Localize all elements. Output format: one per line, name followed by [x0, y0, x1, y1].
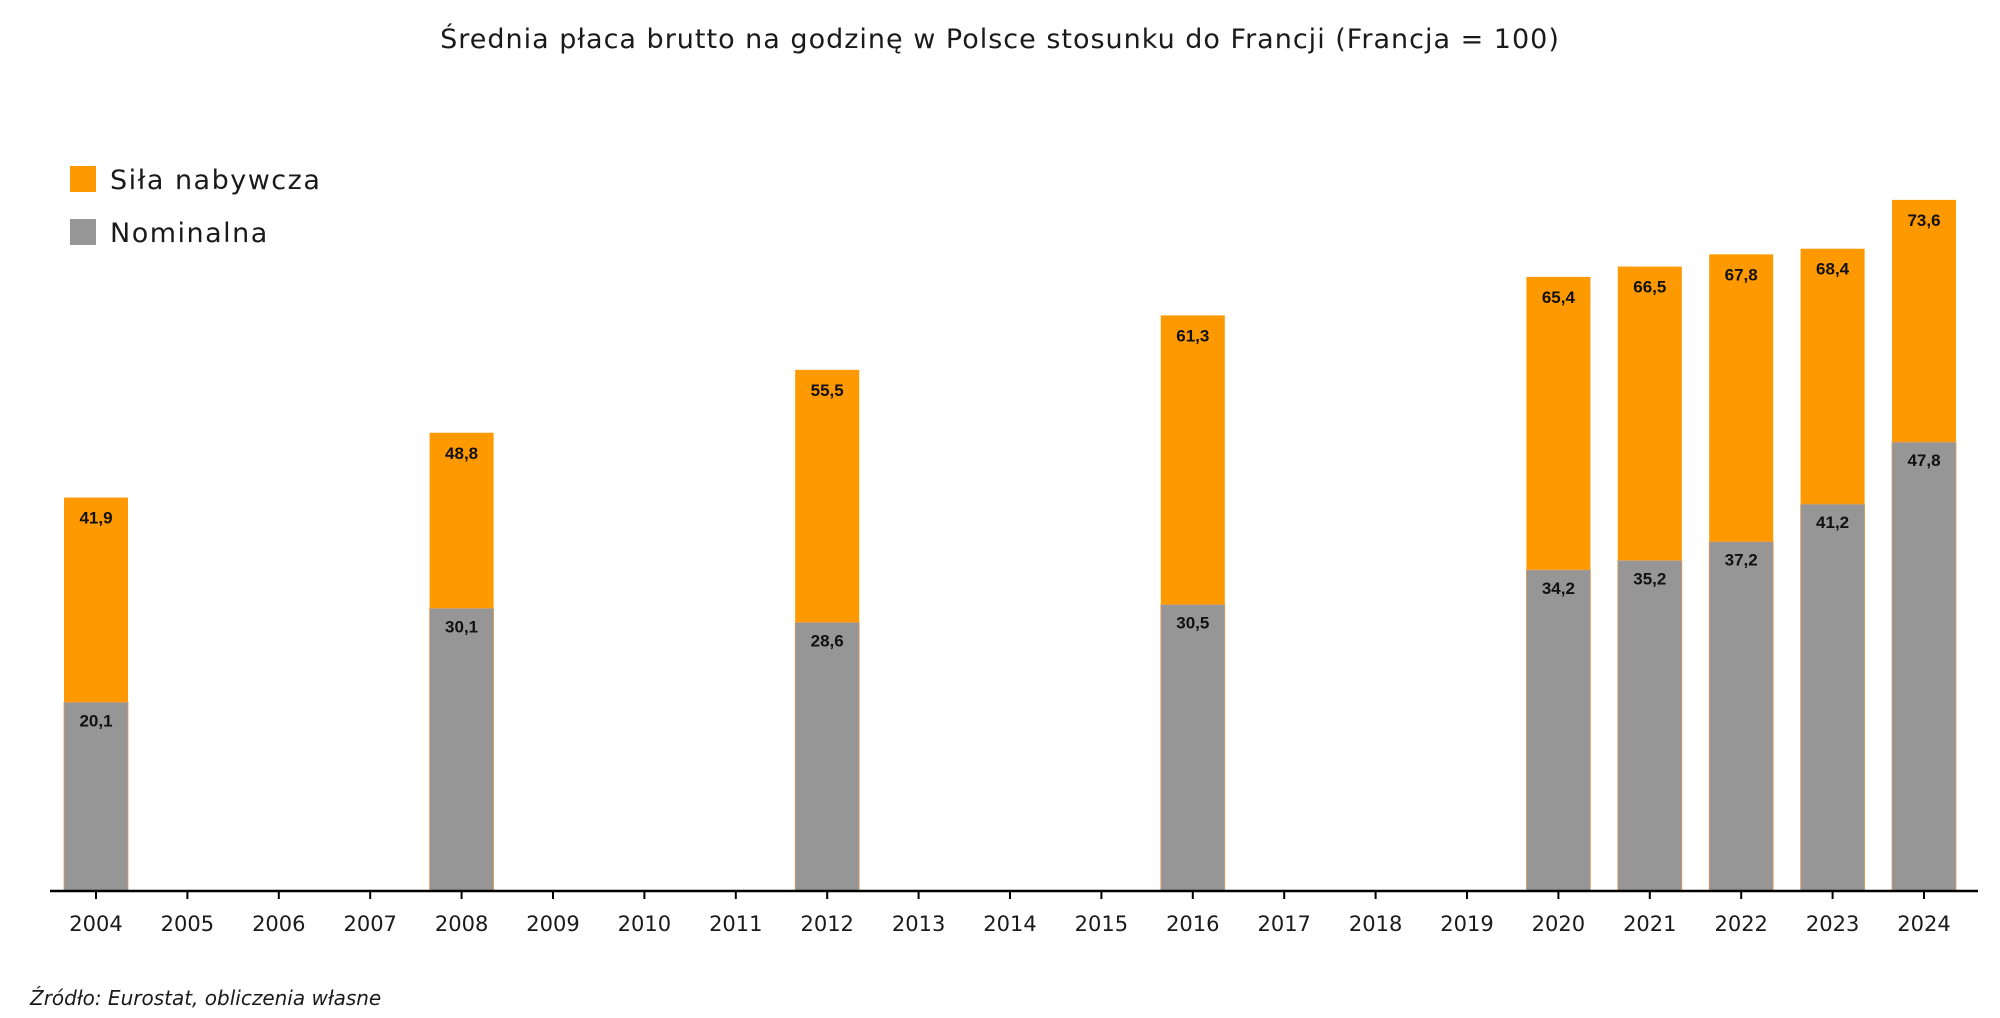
x-tick-label-2008: 2008: [435, 912, 488, 936]
x-tick-label-2011: 2011: [709, 912, 762, 936]
data-label-sila-nabywcza-2023: 68,4: [1816, 260, 1850, 279]
x-tick-label-2013: 2013: [892, 912, 945, 936]
data-label-nominalna-2004: 20,1: [79, 711, 112, 730]
data-label-sila-nabywcza-2004: 41,9: [79, 509, 112, 528]
x-tick-label-2023: 2023: [1806, 912, 1859, 936]
data-label-nominalna-2008: 30,1: [445, 617, 478, 636]
x-tick-label-2010: 2010: [618, 912, 671, 936]
bar-sila-nabywcza-2016: [1160, 315, 1225, 605]
bar-sila-nabywcza-2020: [1526, 276, 1591, 570]
legend-label-siła-nabywcza: Siła nabywcza: [110, 165, 321, 196]
bar-sila-nabywcza-2023: [1800, 248, 1865, 505]
x-tick-label-2012: 2012: [800, 912, 853, 936]
chart-title: Średnia płaca brutto na godzinę w Polsce…: [440, 23, 1560, 55]
data-label-sila-nabywcza-2021: 66,5: [1633, 278, 1666, 297]
legend-label-nominalna: Nominalna: [110, 218, 269, 249]
data-label-nominalna-2016: 30,5: [1176, 614, 1209, 633]
x-axis-tick-labels: 2004 2005 2006 2007 2008 2009 2010 2011 2012 2013…: [69, 912, 1950, 936]
x-tick-label-2015: 2015: [1075, 912, 1128, 936]
x-tick-label-2014: 2014: [983, 912, 1036, 936]
x-tick-label-2009: 2009: [526, 912, 579, 936]
data-label-nominalna-2024: 47,8: [1907, 451, 1940, 470]
bar-nominalna-2022: [1708, 541, 1774, 892]
x-tick-label-2005: 2005: [161, 912, 214, 936]
bar-sila-nabywcza-2022: [1709, 254, 1774, 542]
data-label-nominalna-2012: 28,6: [811, 631, 844, 650]
bar-sila-nabywcza-2024: [1892, 199, 1956, 443]
data-label-sila-nabywcza-2012: 55,5: [811, 381, 844, 400]
x-axis-ticks: [95, 891, 1925, 899]
bars-group: [63, 199, 1957, 892]
x-tick-label-2018: 2018: [1349, 912, 1402, 936]
bar-nominalna-2023: [1800, 503, 1865, 892]
x-tick-label-2019: 2019: [1440, 912, 1493, 936]
data-label-nominalna-2020: 34,2: [1542, 579, 1575, 598]
x-tick-label-2021: 2021: [1623, 912, 1676, 936]
bar-nominalna-2016: [1160, 604, 1226, 892]
data-label-sila-nabywcza-2024: 73,6: [1907, 211, 1940, 230]
x-tick-label-2007: 2007: [343, 912, 396, 936]
data-label-sila-nabywcza-2022: 67,8: [1725, 265, 1758, 284]
data-label-sila-nabywcza-2020: 65,4: [1542, 288, 1576, 307]
x-tick-label-2024: 2024: [1897, 912, 1950, 936]
data-labels-group: 41,9 20,1 48,8 30,1 55,5 28,6 61,3 30,5 65,4 34,2…: [79, 211, 1940, 730]
bar-sila-nabywcza-2008: [429, 432, 494, 609]
x-tick-label-2004: 2004: [69, 912, 122, 936]
source-note: Źródło: Eurostat, obliczenia własne: [29, 986, 381, 1010]
bar-sila-nabywcza-2004: [64, 497, 128, 703]
bar-nominalna-2004: [63, 701, 129, 892]
bar-sila-nabywcza-2021: [1617, 266, 1682, 561]
bar-nominalna-2012: [794, 622, 860, 892]
data-label-sila-nabywcza-2016: 61,3: [1176, 326, 1209, 345]
legend-swatch-nominalna: [70, 219, 96, 245]
legend-swatch-siła-nabywcza: [70, 166, 96, 192]
data-label-sila-nabywcza-2008: 48,8: [445, 444, 478, 463]
bar-nominalna-2020: [1526, 569, 1591, 892]
bar-nominalna-2008: [429, 607, 495, 892]
legend: Siła nabywcza Nominalna: [70, 165, 321, 249]
data-label-nominalna-2023: 41,2: [1816, 513, 1849, 532]
x-tick-label-2022: 2022: [1714, 912, 1767, 936]
bar-sila-nabywcza-2012: [795, 369, 860, 623]
x-tick-label-2017: 2017: [1257, 912, 1310, 936]
data-label-nominalna-2022: 37,2: [1725, 551, 1758, 570]
bar-nominalna-2024: [1891, 441, 1957, 892]
x-tick-label-2020: 2020: [1532, 912, 1585, 936]
x-tick-label-2006: 2006: [252, 912, 305, 936]
data-label-nominalna-2021: 35,2: [1633, 569, 1666, 588]
bar-nominalna-2021: [1617, 560, 1683, 892]
x-tick-label-2016: 2016: [1166, 912, 1219, 936]
